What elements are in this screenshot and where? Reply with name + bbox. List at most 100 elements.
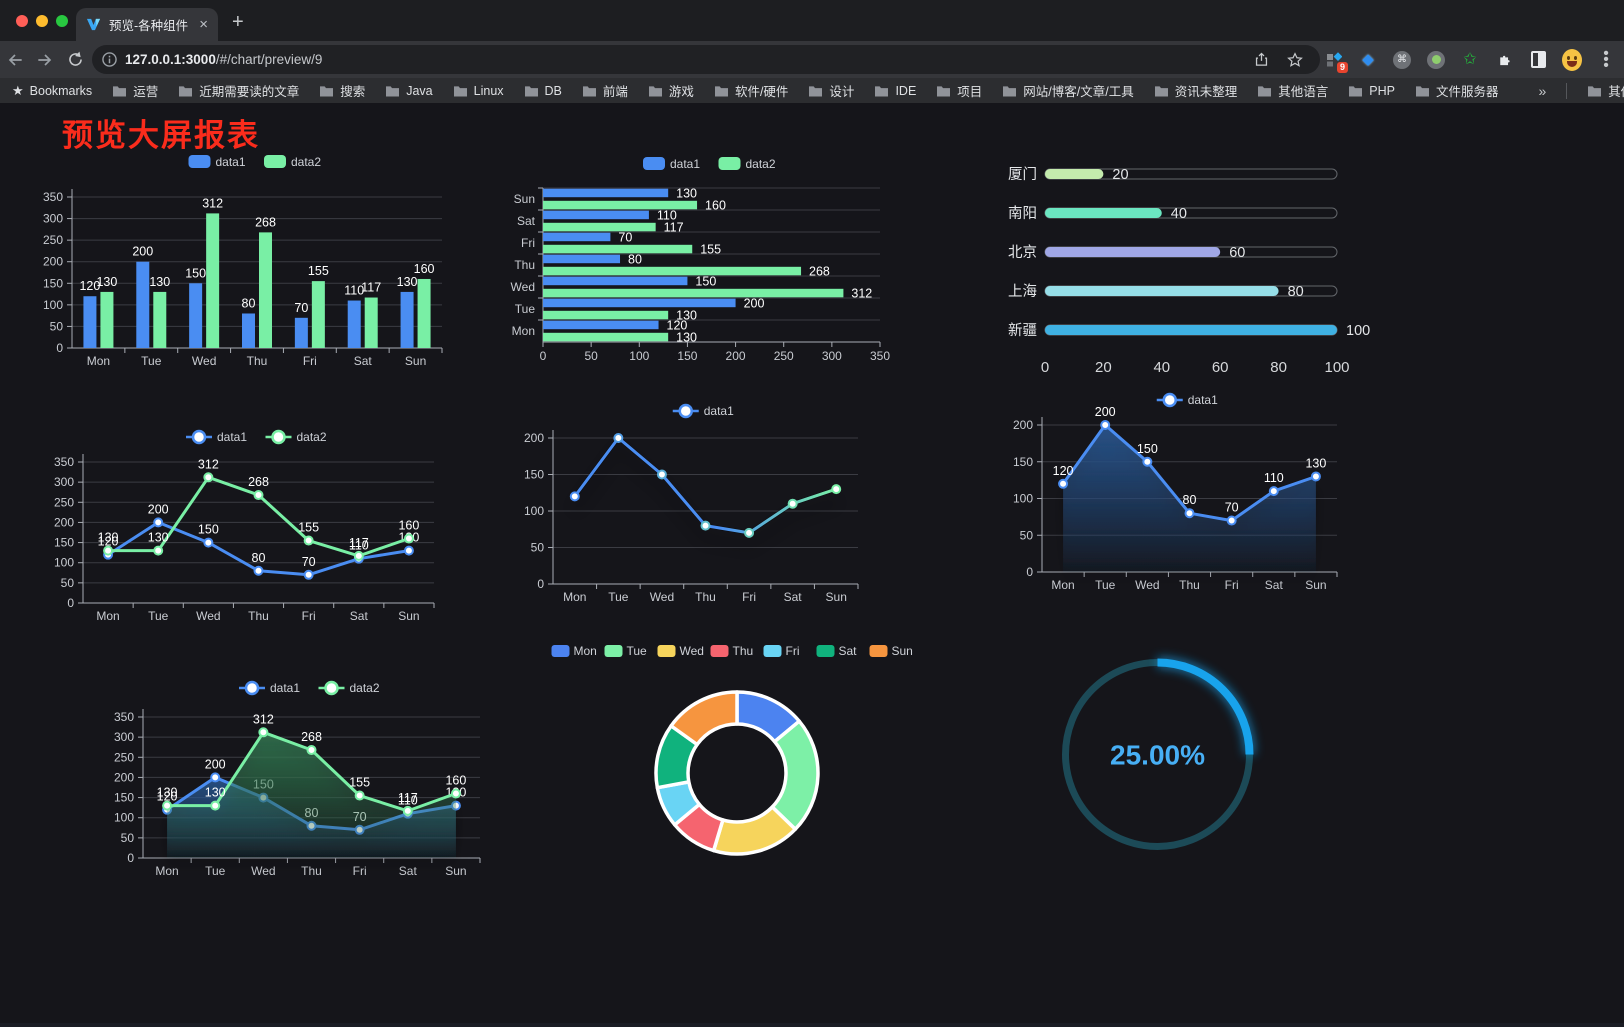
legend-item-data1[interactable]: data1 bbox=[1156, 392, 1218, 408]
bookmark-folder[interactable]: 前端 bbox=[582, 81, 628, 100]
bookmark-folder[interactable]: 游戏 bbox=[648, 81, 694, 100]
legend-item-data2[interactable]: data2 bbox=[264, 155, 321, 169]
reload-button[interactable] bbox=[60, 46, 90, 74]
bookmark-folder[interactable]: 文件服务器 bbox=[1415, 81, 1498, 100]
svg-text:Wed: Wed bbox=[650, 590, 674, 604]
gradient-line-chart[interactable]: 0 50 100 150 200 Mon Tue Wed Thu Fri Sat Sun data1 bbox=[500, 398, 885, 612]
url-bar[interactable]: 127.0.0.1:3000/#/chart/preview/9 bbox=[92, 45, 1320, 74]
grouped-bar-chart[interactable]: 0 50 100 150 200 250 300 350 Mon Tue Wed Thu Fri Sat S… bbox=[30, 148, 450, 366]
forward-button[interactable] bbox=[30, 46, 60, 74]
svg-text:300: 300 bbox=[114, 730, 134, 744]
bookmark-folder[interactable]: IDE bbox=[874, 81, 916, 100]
site-info-icon[interactable] bbox=[102, 52, 117, 67]
zoom-window-button[interactable] bbox=[56, 15, 68, 27]
svg-text:Sun: Sun bbox=[826, 590, 847, 604]
bookmark-folder[interactable]: DB bbox=[524, 81, 562, 100]
bookmark-folder[interactable]: 资讯未整理 bbox=[1154, 81, 1237, 100]
bookmark-folder[interactable]: 搜索 bbox=[319, 81, 365, 100]
bookmark-folder[interactable]: 近期需要读的文章 bbox=[178, 81, 299, 100]
bookmarks-label[interactable]: ★ Bookmarks bbox=[12, 82, 93, 98]
tab-favicon-icon bbox=[86, 18, 101, 31]
legend-item-Mon[interactable]: Mon bbox=[551, 644, 597, 658]
extension-grid-icon[interactable]: 9 bbox=[1324, 50, 1348, 73]
bookmarks-overflow-chevron[interactable]: » bbox=[1538, 82, 1547, 99]
reader-mode-icon[interactable] bbox=[1528, 50, 1548, 70]
svg-text:150: 150 bbox=[185, 266, 206, 280]
green-star-extension-icon[interactable]: ✩ bbox=[1463, 50, 1477, 68]
svg-text:130: 130 bbox=[149, 275, 170, 289]
svg-text:130: 130 bbox=[148, 531, 169, 545]
browser-tab[interactable]: 预览-各种组件 × bbox=[76, 8, 218, 41]
minimize-window-button[interactable] bbox=[36, 15, 48, 27]
svg-text:117: 117 bbox=[664, 221, 684, 235]
bookmark-folder[interactable]: 其他语言 bbox=[1257, 81, 1328, 100]
legend-item-data1[interactable]: data1 bbox=[643, 157, 700, 171]
svg-text:100: 100 bbox=[1013, 492, 1033, 506]
progress-bars-chart[interactable]: 厦门 20 南阳 40 北京 60 上海 80 新疆 100 0 20 40 60 80 100 bbox=[995, 158, 1375, 386]
svg-text:Sun: Sun bbox=[398, 609, 419, 623]
url-host: 127.0.0.1:3000 bbox=[125, 52, 216, 67]
legend-item-data2[interactable]: data2 bbox=[318, 680, 380, 696]
donut-pie-chart[interactable]: Mon Tue Wed Thu Fri Sat Sun bbox=[537, 636, 937, 888]
legend-item-Sat[interactable]: Sat bbox=[816, 644, 858, 658]
svg-text:data1: data1 bbox=[217, 430, 247, 444]
bookmark-folder[interactable]: Linux bbox=[453, 81, 504, 100]
svg-text:200: 200 bbox=[1095, 405, 1116, 419]
svg-text:100: 100 bbox=[524, 504, 544, 518]
page-title: 预览大屏报表 bbox=[62, 118, 260, 153]
pie-slice-Sun[interactable] bbox=[669, 690, 739, 747]
svg-text:150: 150 bbox=[1013, 455, 1033, 469]
bookmark-folder[interactable]: 项目 bbox=[936, 81, 982, 100]
two-series-area-chart[interactable]: 0 50 100 150 200 250 300 350 Mon Tue Wed Thu Fri Sat S… bbox=[105, 673, 490, 888]
gauge-progress-chart[interactable]: 25.00% bbox=[1045, 642, 1270, 867]
legend-item-Tue[interactable]: Tue bbox=[604, 644, 648, 658]
bookmark-folder[interactable]: 软件/硬件 bbox=[714, 81, 788, 100]
svg-text:Sat: Sat bbox=[399, 864, 418, 878]
menu-dots-icon[interactable]: • • • bbox=[1603, 44, 1609, 74]
legend-item-Thu[interactable]: Thu bbox=[710, 644, 754, 658]
tab-close-icon[interactable]: × bbox=[199, 16, 208, 33]
svg-text:Fri: Fri bbox=[521, 236, 535, 250]
two-series-line-chart[interactable]: 0 50 100 150 200 250 300 350 Mon Tue Wed Thu Fri Sat S… bbox=[30, 425, 450, 640]
legend-item-data1[interactable]: data1 bbox=[186, 429, 247, 445]
puzzle-extensions-icon[interactable] bbox=[1494, 50, 1514, 70]
svg-text:Wed: Wed bbox=[1135, 578, 1159, 592]
gem-extension-icon[interactable]: ◆ bbox=[1362, 51, 1374, 68]
command-extension-icon[interactable]: ⌘ bbox=[1392, 50, 1412, 70]
bookmark-folder[interactable]: 运营 bbox=[112, 81, 158, 100]
legend-item-data2[interactable]: data2 bbox=[718, 157, 776, 171]
svg-text:Sun: Sun bbox=[514, 192, 535, 206]
svg-text:200: 200 bbox=[43, 255, 63, 269]
svg-text:350: 350 bbox=[114, 710, 134, 724]
svg-text:200: 200 bbox=[524, 431, 544, 445]
close-window-button[interactable] bbox=[16, 15, 28, 27]
legend-item-Wed[interactable]: Wed bbox=[657, 644, 704, 658]
svg-text:Wed: Wed bbox=[680, 644, 704, 658]
bookmark-folder[interactable]: Java bbox=[385, 81, 433, 100]
single-area-chart[interactable]: 0 50 100 150 200 Mon Tue Wed Thu Fri Sat Sun 120 200 1… bbox=[985, 390, 1353, 596]
bookmark-star-icon[interactable] bbox=[1286, 51, 1304, 69]
legend-item-data2[interactable]: data2 bbox=[265, 429, 327, 445]
bookmark-folder[interactable]: 设计 bbox=[808, 81, 854, 100]
svg-text:80: 80 bbox=[252, 551, 266, 565]
folder-icon bbox=[1154, 86, 1168, 97]
svg-text:Mon: Mon bbox=[96, 609, 119, 623]
legend-item-data1[interactable]: data1 bbox=[188, 155, 246, 169]
other-bookmarks-folder[interactable]: 其他书签 bbox=[1587, 81, 1624, 100]
svg-text:Sun: Sun bbox=[892, 644, 913, 658]
legend-item-Sun[interactable]: Sun bbox=[869, 644, 913, 658]
profile-avatar[interactable] bbox=[1562, 48, 1582, 71]
back-button[interactable] bbox=[0, 46, 30, 74]
bookmark-folder[interactable]: 网站/博客/文章/工具 bbox=[1002, 81, 1134, 100]
legend-item-data1[interactable]: data1 bbox=[239, 680, 300, 696]
extension-badge: 9 bbox=[1336, 61, 1348, 73]
svg-text:Thu: Thu bbox=[514, 258, 535, 272]
bookmark-folder[interactable]: PHP bbox=[1348, 81, 1395, 100]
horizontal-bar-chart[interactable]: 0 50 100 150 200 250 300 350 Mon Tue Wed Thu Fri Sat S… bbox=[503, 150, 891, 365]
svg-text:80: 80 bbox=[628, 252, 642, 266]
share-icon[interactable] bbox=[1253, 51, 1270, 68]
legend-item-data1[interactable]: data1 bbox=[672, 403, 734, 419]
record-extension-icon[interactable] bbox=[1426, 50, 1446, 70]
legend-item-Fri[interactable]: Fri bbox=[763, 644, 800, 658]
new-tab-button[interactable]: + bbox=[232, 11, 244, 33]
